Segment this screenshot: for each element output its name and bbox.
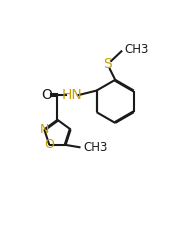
Text: S: S	[103, 57, 112, 71]
Text: CH3: CH3	[125, 42, 149, 56]
Text: O: O	[41, 88, 52, 102]
Text: CH3: CH3	[83, 141, 108, 154]
Text: O: O	[44, 138, 54, 152]
Text: N: N	[40, 123, 49, 136]
Text: HN: HN	[62, 88, 83, 102]
